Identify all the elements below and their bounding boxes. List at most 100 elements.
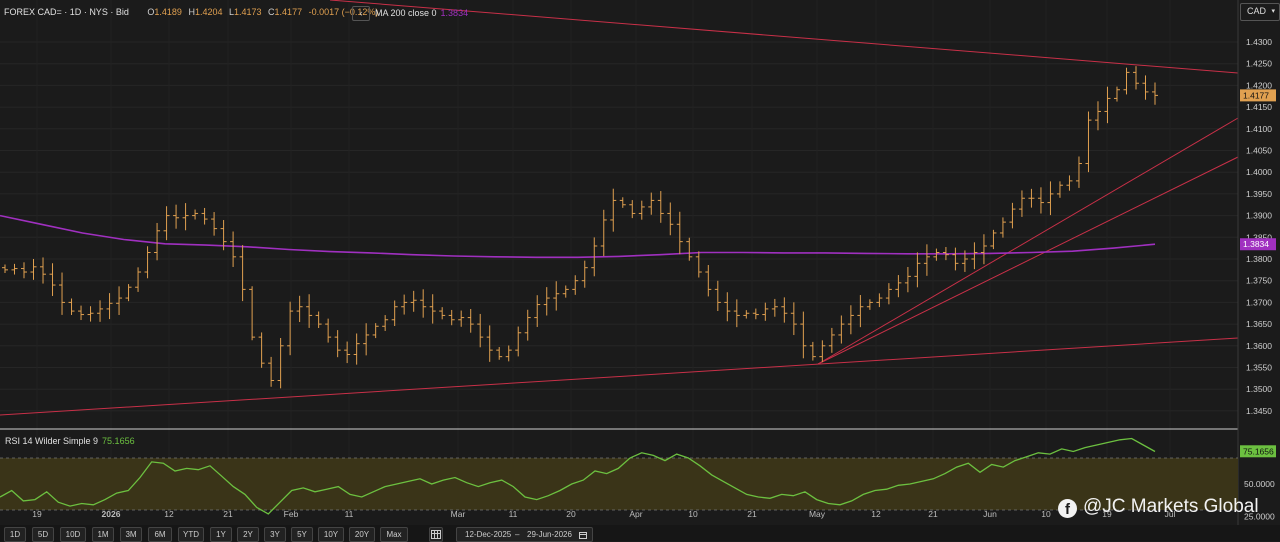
ma-legend[interactable]: MA 200 close 0 1.3834 [375, 8, 468, 18]
time-tick-label: May [809, 509, 826, 519]
ohlc-bar [258, 332, 265, 368]
ohlc-bar [1028, 188, 1035, 208]
legend-separator: · [83, 7, 90, 17]
date-from: 12-Dec-2025 [465, 530, 512, 539]
ohlc-bar [220, 220, 227, 251]
legend-price-type: Bid [115, 7, 129, 17]
range-button-10d[interactable]: 10D [60, 527, 86, 542]
legend-source: NYS [89, 7, 108, 17]
ohlc-bar [762, 302, 769, 321]
range-button-max[interactable]: Max [380, 527, 408, 542]
range-button-3m[interactable]: 3M [120, 527, 142, 542]
ohlc-bar [857, 295, 864, 328]
time-tick-label: Apr [629, 509, 642, 519]
ohlc-bar [980, 234, 987, 265]
range-button-1y[interactable]: 1Y [210, 527, 232, 542]
ohlc-bar [68, 298, 75, 315]
ohlc-bar [800, 311, 807, 359]
ohlc-bar [999, 217, 1006, 238]
ohlc-bar [116, 286, 123, 315]
time-tick-label: 21 [747, 509, 757, 519]
price-tick-label: 1.3500 [1246, 384, 1272, 394]
time-tick-label: 11 [345, 509, 354, 519]
ohlc-bar [192, 209, 199, 220]
ma-200-polyline [0, 214, 1156, 259]
ohlc-bar [211, 212, 218, 236]
ohlc-bar [524, 309, 531, 341]
collapse-legend-button[interactable]: ‹ [352, 6, 370, 21]
ohlc-bar [733, 299, 740, 328]
ohlc-bar [714, 280, 721, 311]
ohlc-bar [2, 264, 8, 273]
table-icon[interactable] [429, 527, 443, 542]
legend-change: -0.0017 (−0.12%) [308, 7, 379, 17]
ohlc-bar [904, 266, 911, 293]
ohlc-bar [97, 300, 104, 322]
time-tick-label: 11 [509, 509, 518, 519]
date-range-picker[interactable]: 12-Dec-2025 – 29-Jun-2026 [456, 527, 593, 542]
ohlc-bar [1142, 75, 1149, 100]
ohlc-bar [781, 297, 788, 323]
range-button-20y[interactable]: 20Y [349, 527, 375, 542]
ohlc-bar [847, 305, 854, 335]
currency-label: CAD [1247, 6, 1267, 16]
range-button-10y[interactable]: 10Y [318, 527, 344, 542]
ohlc-bar [439, 307, 446, 320]
trendlines[interactable] [0, 0, 1239, 416]
legend-open-label: O [147, 7, 155, 17]
price-tick-label: 1.3700 [1246, 297, 1272, 307]
range-button-1m[interactable]: 1M [92, 527, 114, 542]
ohlc-bar [486, 325, 493, 362]
range-button-5y[interactable]: 5Y [291, 527, 313, 542]
ohlc-bar [448, 309, 455, 326]
watermark: f @JC Markets Global [1058, 496, 1259, 518]
price-tick-label: 1.4000 [1246, 167, 1272, 177]
ma-value-tag-text: 1.3834 [1243, 239, 1269, 249]
ohlc-bar [790, 302, 797, 336]
ohlc-bar [619, 197, 626, 208]
rsi-legend[interactable]: RSI 14 Wilder Simple 9 75.1656 [5, 436, 135, 446]
time-tick-label: Jun [983, 509, 997, 519]
ohlc-bar [876, 293, 883, 308]
ohlc-bar [610, 188, 617, 232]
ohlc-bar [923, 244, 930, 276]
ohlc-bar [11, 263, 18, 275]
chevron-left-icon: ‹ [359, 8, 363, 18]
time-tick-label: 19 [32, 509, 42, 519]
ohlc-bar [648, 192, 655, 215]
range-button-2y[interactable]: 2Y [237, 527, 259, 542]
range-button-3y[interactable]: 3Y [264, 527, 286, 542]
range-button-5d[interactable]: 5D [32, 527, 54, 542]
currency-select[interactable]: CAD ▾ [1240, 3, 1280, 21]
ohlc-bar [1113, 86, 1120, 102]
ohlc-bar [1104, 86, 1111, 124]
ohlc-bar [334, 330, 341, 358]
ohlc-bar [562, 285, 569, 298]
ohlc-bar [135, 267, 142, 292]
last-price-tag: 1.4177 [1240, 89, 1276, 102]
range-button-ytd[interactable]: YTD [178, 527, 204, 542]
ohlc-bar [534, 295, 541, 327]
ohlc-bar [990, 229, 997, 250]
rsi-tick-label: 50.0000 [1244, 479, 1275, 489]
ohlc-bar [144, 246, 151, 279]
price-tick-label: 1.4250 [1246, 59, 1272, 69]
ohlc-bar [657, 191, 664, 223]
ohlc-bar [410, 290, 417, 312]
time-tick-label: Feb [284, 509, 299, 519]
time-tick-label: 19 [1102, 509, 1112, 519]
rsi-line [0, 437, 1156, 515]
price-axis[interactable]: 1.3450 1.3500 1.3550 1.3600 1.3650 1.3700 1.37… [1246, 37, 1272, 416]
price-tick-label: 1.4200 [1246, 80, 1272, 90]
ohlc-bar [933, 248, 940, 261]
ohlc-bar [724, 292, 731, 322]
time-axis[interactable]: 19 2026 12 21 Feb 11 Mar 11 20 Apr 10 21 May 12 21 Jun 1… [32, 509, 1175, 519]
range-button-1d[interactable]: 1D [4, 527, 26, 542]
time-tick-label: 10 [1041, 509, 1051, 519]
ohlc-bar [125, 284, 132, 302]
last-price-tag-text: 1.4177 [1243, 90, 1269, 100]
calendar-icon-glyph [579, 532, 587, 539]
rsi-band [0, 457, 1238, 511]
range-button-6m[interactable]: 6M [148, 527, 172, 542]
